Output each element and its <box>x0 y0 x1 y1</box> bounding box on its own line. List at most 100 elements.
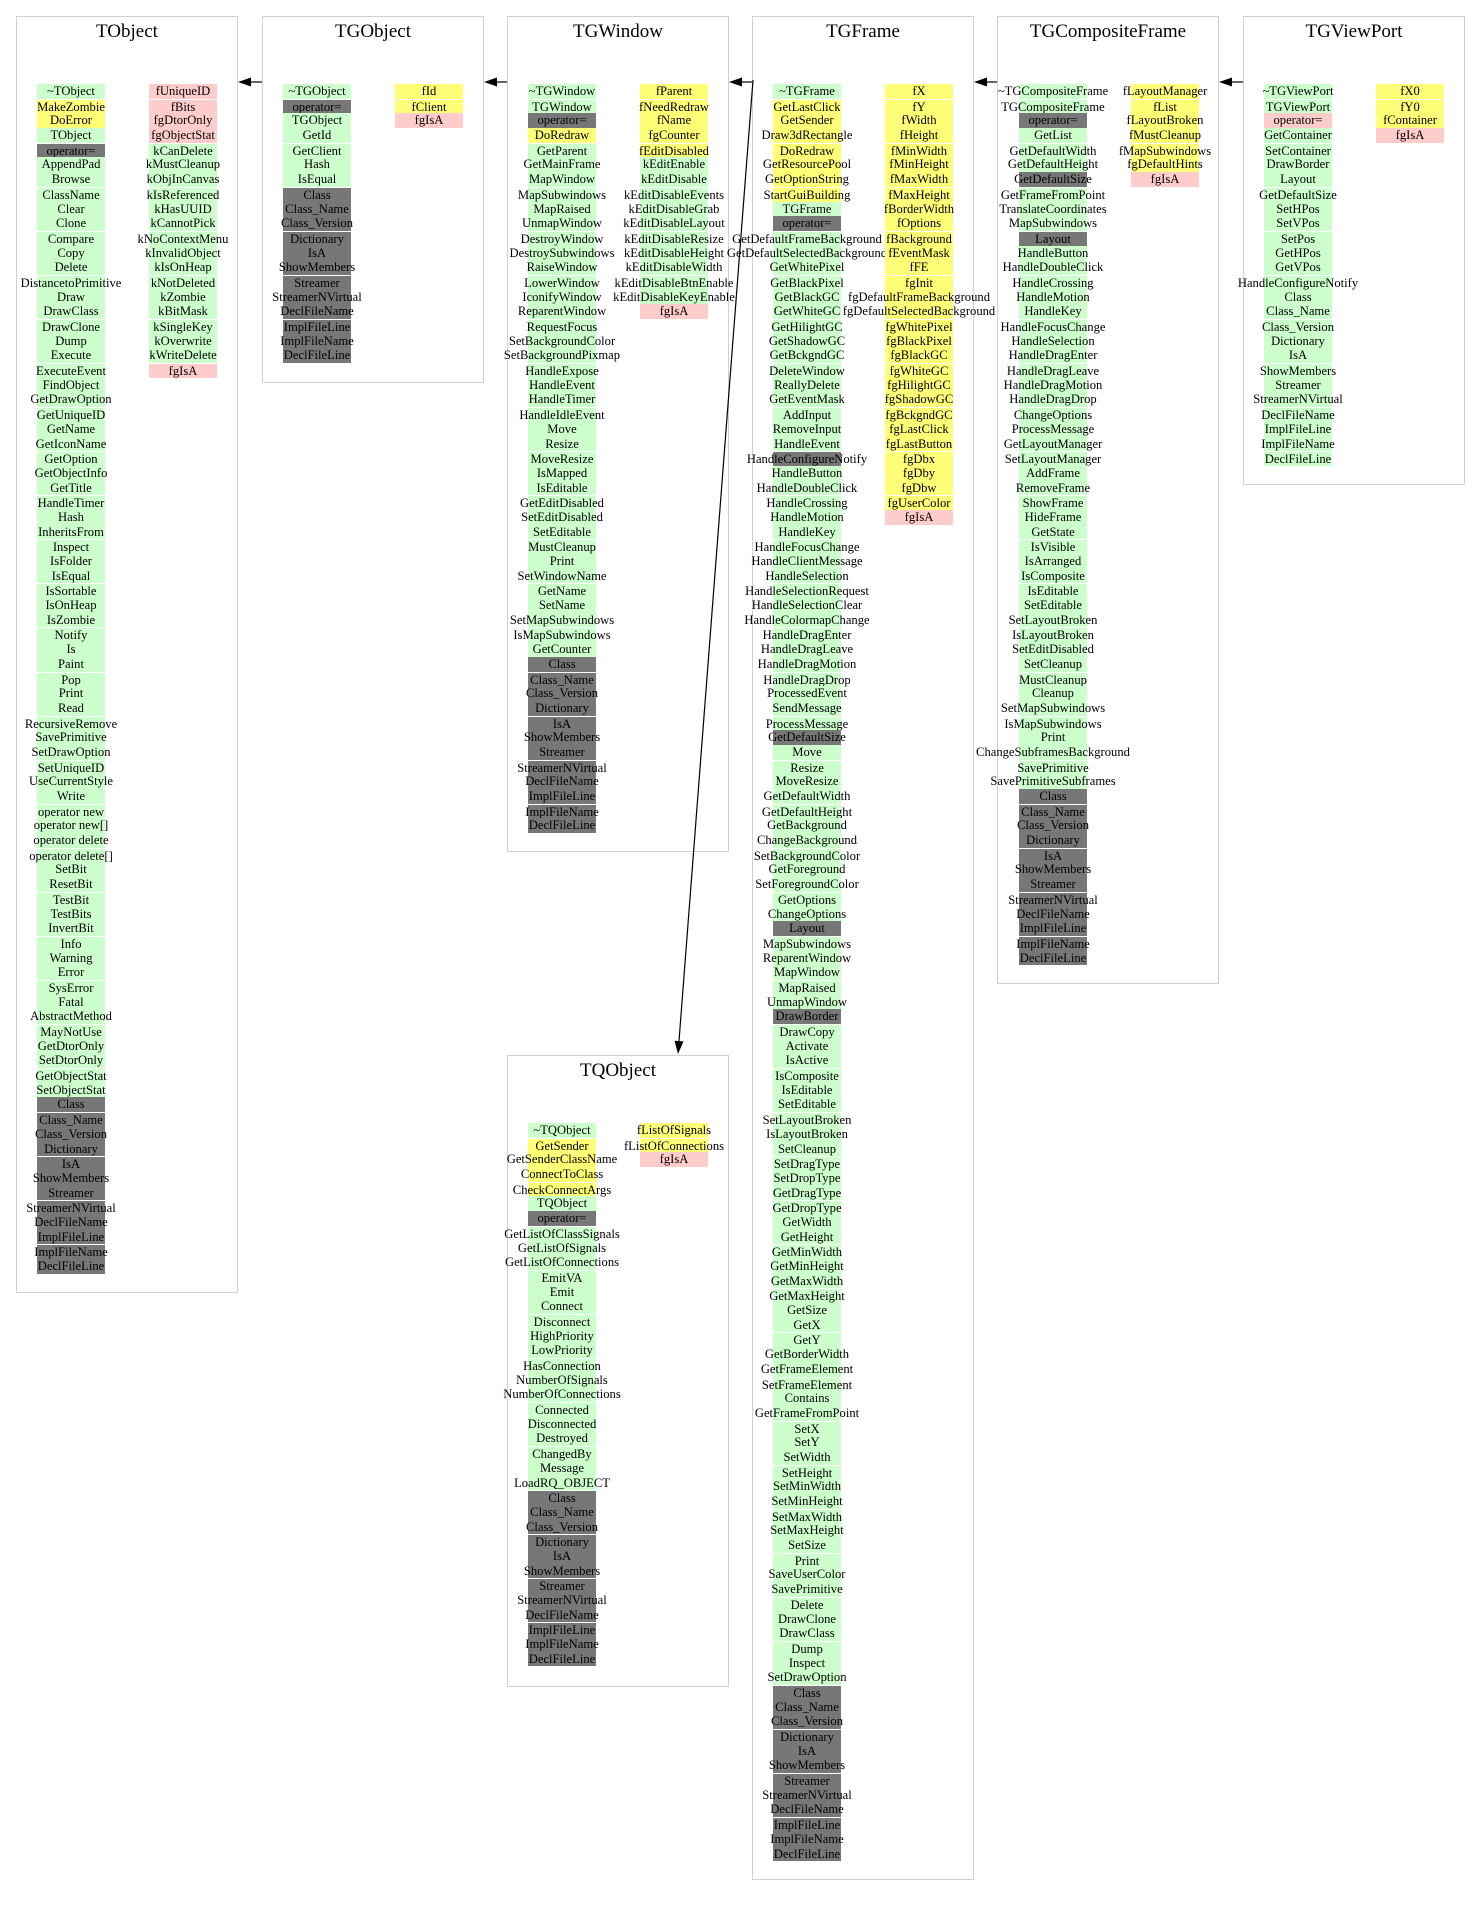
method-row-isa: IsA <box>37 1156 105 1171</box>
method-row-isvisible: IsVisible <box>1019 539 1087 554</box>
method-name: GetResourcePool <box>762 157 852 172</box>
method-name: ChangedBy <box>532 1447 592 1462</box>
method-row-streamer: Streamer <box>773 1773 841 1788</box>
method-row-getmaxwidth: GetMaxWidth <box>771 1273 843 1289</box>
method-name: IsFolder <box>50 554 92 568</box>
method-name: Class <box>548 1491 576 1506</box>
method-name: SetEditDisabled <box>1012 642 1094 657</box>
method-name: InheritsFrom <box>38 524 104 539</box>
member-row-flayoutmanager: fLayoutManager <box>1123 84 1207 99</box>
method-row-class-name: Class_Name <box>528 1504 596 1520</box>
method-row-class-version: Class_Version <box>35 1126 107 1142</box>
method-row-getstate: GetState <box>1019 524 1087 540</box>
method-row-sethpos: SetHPos <box>1264 201 1332 217</box>
member-name: fgWhitePixel <box>885 320 953 334</box>
method-row-handlecrossing: HandleCrossing <box>766 495 848 510</box>
method-row-execute: Execute <box>37 348 105 364</box>
method-row-getlastclick: GetLastClick <box>773 98 841 114</box>
method-name: SetName <box>538 598 586 613</box>
method-row-getx: GetX <box>773 1317 841 1333</box>
method-row-declfilename: DeclFileName <box>280 304 354 319</box>
method-row-changeoptions: ChangeOptions <box>768 906 846 922</box>
method-row-handleselectionrequest: HandleSelectionRequest <box>745 583 869 598</box>
method-name: Write <box>56 789 86 803</box>
method-name: DoError <box>50 113 92 128</box>
member-name: fgIsA <box>1395 128 1425 143</box>
method-row-getcounter: GetCounter <box>528 642 596 657</box>
method-row-getmainframe: GetMainFrame <box>524 157 600 173</box>
method-row-loadrq-object: LoadRQ_OBJECT <box>514 1475 610 1491</box>
method-row-setname: SetName <box>528 598 596 613</box>
method-name: ChangeBackground <box>756 833 858 848</box>
method-row-handleselection: HandleSelection <box>765 568 849 584</box>
method-row-reallydelete: ReallyDelete <box>773 377 841 393</box>
method-row-getminheight: GetMinHeight <box>770 1259 844 1274</box>
method-name: TestBits <box>50 906 92 921</box>
method-name: MapWindow <box>529 172 595 187</box>
method-row-seteditdisabled: SetEditDisabled <box>1012 642 1094 657</box>
method-row-delete: Delete <box>773 1596 841 1612</box>
method-row-getwhitegc: GetWhiteGC <box>773 304 841 319</box>
method-name: GetMaxHeight <box>769 1289 845 1304</box>
method-row-connect: Connect <box>528 1299 596 1314</box>
method-row-dictionary: Dictionary <box>528 700 596 716</box>
method-row-getclient: GetClient <box>283 142 351 158</box>
method-row-class: Class <box>528 656 596 672</box>
method-row-unmapwindow: UnmapWindow <box>522 216 602 231</box>
method-name: Dictionary <box>535 700 589 715</box>
method-row-islayoutbroken: IsLayoutBroken <box>766 1126 848 1142</box>
method-name: SetDrawOption <box>31 744 111 759</box>
method-name: Class <box>57 1097 85 1112</box>
method-name: Compare <box>47 231 95 246</box>
method-row-isonheap: IsOnHeap <box>37 598 105 613</box>
method-name: NumberOfSignals <box>516 1372 608 1387</box>
method-row-getdefaultheight: GetDefaultHeight <box>762 803 852 819</box>
method-name: HandleMotion <box>770 509 844 524</box>
member-name: fEventMask <box>888 245 950 260</box>
method-row-write: Write <box>37 789 105 804</box>
method-row-move: Move <box>528 421 596 437</box>
method-row-getshadowgc: GetShadowGC <box>769 333 845 349</box>
member-name: fgDefaultSelectedBackground <box>842 304 996 319</box>
member-name: fgDbw <box>901 480 937 495</box>
method-row-getdefaultsize: GetDefaultSize <box>1014 172 1092 187</box>
method-name: MapRaised <box>778 980 836 995</box>
method-name: DeclFileName <box>770 1802 844 1817</box>
member-row-fglastbutton: fgLastButton <box>885 436 953 452</box>
method-name: Read <box>58 700 84 715</box>
class-title: TGViewPort <box>1305 21 1403 42</box>
method-row-isfolder: IsFolder <box>37 554 105 569</box>
method-name: IsMapSubwindows <box>513 628 611 643</box>
method-name: HandleTimer <box>37 496 105 511</box>
method-row-fatal: Fatal <box>37 994 105 1010</box>
method-row-tobject: ~TObject <box>37 84 105 99</box>
method-name: Connected <box>535 1403 589 1418</box>
method-name: ShowMembers <box>523 730 601 745</box>
method-name: IsLayoutBroken <box>1012 628 1094 643</box>
method-row-warning: Warning <box>37 950 105 966</box>
method-name: IsOnHeap <box>45 598 97 613</box>
method-row-drawcopy: DrawCopy <box>773 1024 841 1039</box>
method-row-setmapsubwindows: SetMapSubwindows <box>1001 700 1105 716</box>
method-name: ClassName <box>42 187 100 202</box>
class-title: TGWindow <box>573 21 663 42</box>
method-row-handletimer: HandleTimer <box>37 495 105 510</box>
method-name: operator= <box>1273 113 1323 128</box>
method-row-isa: IsA <box>528 715 596 731</box>
arrowhead-icon <box>238 77 251 87</box>
method-row-draw3drectangle: Draw3dRectangle <box>762 128 852 143</box>
method-name: HandleKey <box>1024 304 1082 319</box>
method-name: LowerWindow <box>524 275 600 290</box>
method-name: GetWidth <box>782 1214 832 1229</box>
method-row-getlistofconnections: GetListOfConnections <box>505 1255 619 1270</box>
member-row-fid: fId <box>395 84 463 99</box>
method-row-declfilename: DeclFileName <box>525 1607 599 1623</box>
method-name: IsMapped <box>536 465 588 480</box>
method-row-isa: IsA <box>773 1743 841 1759</box>
method-row-sendmessage: SendMessage <box>772 700 842 716</box>
method-row-removeinput: RemoveInput <box>773 421 841 437</box>
member-name: kEditDisableGrab <box>628 201 720 216</box>
method-row-processmessage: ProcessMessage <box>766 715 848 731</box>
method-name: ~TGFrame <box>779 84 835 98</box>
method-name: ChangeOptions <box>767 906 847 921</box>
